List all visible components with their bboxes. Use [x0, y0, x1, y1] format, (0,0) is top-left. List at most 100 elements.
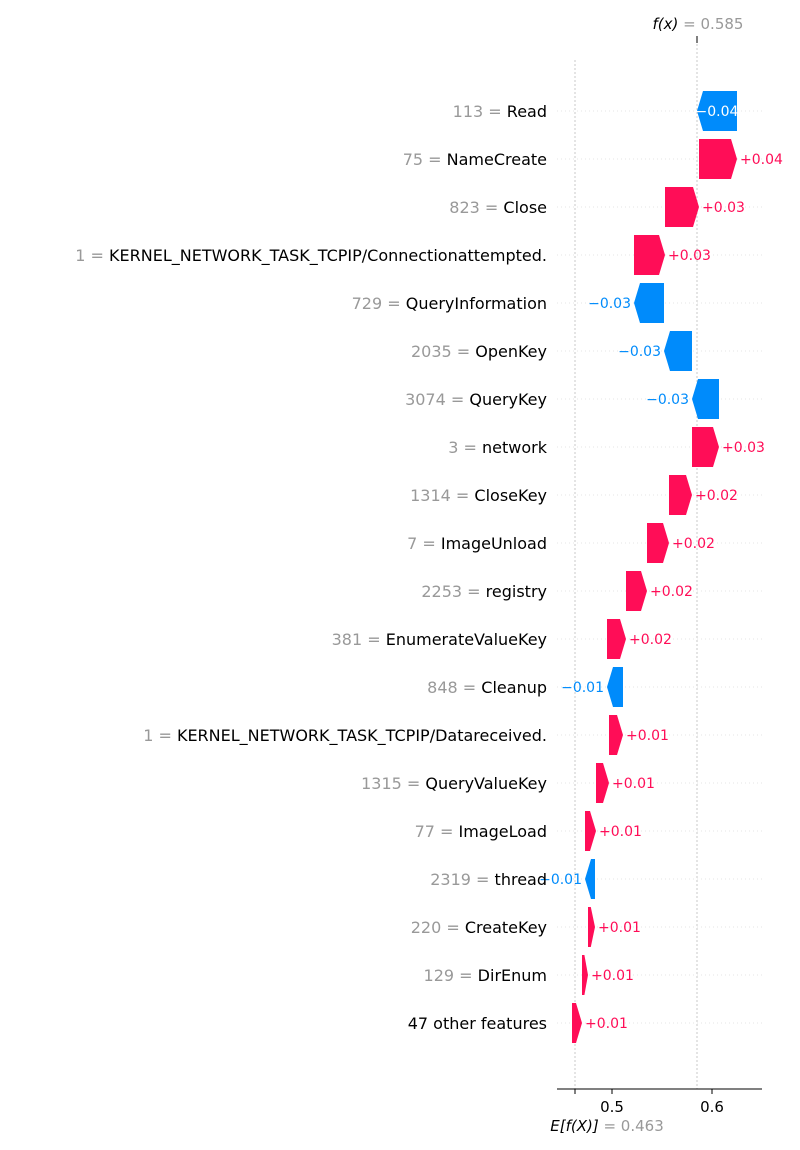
- feature-name: QueryValueKey: [425, 774, 547, 793]
- feature-label: 7 = ImageUnload: [407, 534, 547, 553]
- feature-name: KERNEL_NETWORK_TASK_TCPIP/Datareceived.: [177, 726, 547, 746]
- output-value-prefix: f(x): [653, 15, 679, 33]
- feature-label: 1 = KERNEL_NETWORK_TASK_TCPIP/Datareceiv…: [143, 726, 547, 746]
- bar-value-label: +0.01: [612, 776, 655, 792]
- feature-labels: 113 = Read 75 = NameCreate 823 = Close 1 = …: [75, 102, 547, 1033]
- feature-value: 2253 =: [421, 582, 485, 601]
- feature-label: 3074 = QueryKey: [405, 390, 547, 409]
- feature-value: 1315 =: [361, 774, 425, 793]
- feature-value: 1 =: [75, 246, 109, 265]
- output-value-text: = 0.585: [678, 15, 743, 33]
- reference-lines: [574, 36, 698, 1089]
- x-axis: 0.5 0.6: [557, 1088, 762, 1116]
- bar-value-label: +0.01: [598, 920, 641, 936]
- bar-0: [697, 91, 737, 131]
- feature-name: CloseKey: [474, 486, 547, 505]
- bar-6: [692, 379, 719, 419]
- bar-17: [588, 907, 595, 947]
- feature-label: 1 = KERNEL_NETWORK_TASK_TCPIP/Connection…: [75, 246, 547, 266]
- bar-value-label: +0.02: [695, 488, 738, 504]
- feature-name: QueryInformation: [406, 294, 547, 313]
- bar-value-label: +0.03: [702, 200, 745, 216]
- feature-value: 823 =: [449, 198, 503, 217]
- bar-2: [665, 187, 699, 227]
- feature-label: 113 = Read: [453, 102, 547, 121]
- feature-value: 1 =: [143, 726, 177, 745]
- feature-label: 823 = Close: [449, 198, 547, 217]
- feature-label: 381 = EnumerateValueKey: [332, 630, 547, 649]
- output-value-label: f(x) = 0.585: [653, 15, 744, 33]
- feature-name: KERNEL_NETWORK_TASK_TCPIP/Connectionatte…: [109, 246, 547, 266]
- bar-value-label: +0.02: [629, 632, 672, 648]
- bar-12: [607, 667, 623, 707]
- feature-name: thread: [495, 870, 547, 889]
- x-tick-label: 0.5: [600, 1098, 624, 1116]
- feature-value: 7 =: [407, 534, 441, 553]
- feature-value: 1314 =: [410, 486, 474, 505]
- bar-value-label: +0.01: [591, 968, 634, 984]
- feature-label: 729 = QueryInformation: [352, 294, 547, 313]
- bar-18: [582, 955, 588, 995]
- bar-value-label: +0.02: [650, 584, 693, 600]
- bar-value-label: +0.03: [722, 440, 765, 456]
- x-tick-label: 0.6: [700, 1098, 724, 1116]
- bar-4: [634, 283, 664, 323]
- feature-label: 3 = network: [448, 438, 547, 457]
- bar-7: [692, 427, 719, 467]
- feature-name: 47 other features: [408, 1014, 547, 1033]
- feature-label: 2319 = thread: [430, 870, 547, 889]
- bar-5: [664, 331, 692, 371]
- feature-label: 77 = ImageLoad: [415, 822, 547, 841]
- feature-label: 1314 = CloseKey: [410, 486, 547, 505]
- base-value-label: E[f(X)] = 0.463: [550, 1117, 664, 1135]
- bar-15: [585, 811, 596, 851]
- bar-3: [634, 235, 665, 275]
- bar-16: [585, 859, 595, 899]
- feature-value: 220 =: [411, 918, 465, 937]
- feature-label: 848 = Cleanup: [427, 678, 547, 697]
- bar-9: [647, 523, 669, 563]
- feature-label: 2253 = registry: [421, 582, 547, 601]
- bar-14: [596, 763, 609, 803]
- feature-name: ImageUnload: [441, 534, 547, 553]
- bar-1: [699, 139, 737, 179]
- feature-name: CreateKey: [465, 918, 547, 937]
- bar-8: [669, 475, 692, 515]
- feature-value: 2035 =: [411, 342, 475, 361]
- feature-value: 77 =: [415, 822, 459, 841]
- bar-value-label: −0.04: [696, 104, 739, 120]
- feature-value: 2319 =: [430, 870, 494, 889]
- feature-name: QueryKey: [469, 390, 547, 409]
- bar-value-label: +0.03: [668, 248, 711, 264]
- bar-value-label: −0.01: [561, 680, 604, 696]
- bar-value-label: +0.01: [585, 1016, 628, 1032]
- feature-value: 381 =: [332, 630, 386, 649]
- bar-value-label: +0.01: [599, 824, 642, 840]
- feature-name: Cleanup: [481, 678, 547, 697]
- base-value-prefix: E[f(X)]: [550, 1117, 599, 1135]
- bar-13: [609, 715, 623, 755]
- feature-value: 3 =: [448, 438, 482, 457]
- feature-label: 75 = NameCreate: [403, 150, 547, 169]
- bar-value-label: −0.03: [588, 296, 631, 312]
- base-value-text: = 0.463: [599, 1117, 664, 1135]
- feature-label: 220 = CreateKey: [411, 918, 547, 937]
- bar-19: [572, 1003, 582, 1043]
- feature-name: EnumerateValueKey: [386, 630, 547, 649]
- feature-label: 2035 = OpenKey: [411, 342, 547, 361]
- bar-10: [626, 571, 647, 611]
- feature-label: 129 = DirEnum: [424, 966, 547, 985]
- bar-value-label: −0.01: [539, 872, 582, 888]
- feature-name: network: [482, 438, 548, 457]
- bar-value-label: +0.02: [672, 536, 715, 552]
- feature-value: 129 =: [424, 966, 478, 985]
- feature-label: 47 other features: [408, 1014, 547, 1033]
- bar-value-label: −0.03: [618, 344, 661, 360]
- feature-value: 848 =: [427, 678, 481, 697]
- bars: −0.04 +0.04 +0.03 +0.03 −0.03 −0.03 −0.03 +0.03…: [539, 91, 783, 1043]
- feature-name: Close: [503, 198, 547, 217]
- feature-name: ImageLoad: [459, 822, 548, 841]
- feature-name: Read: [507, 102, 547, 121]
- feature-value: 3074 =: [405, 390, 469, 409]
- feature-value: 113 =: [453, 102, 507, 121]
